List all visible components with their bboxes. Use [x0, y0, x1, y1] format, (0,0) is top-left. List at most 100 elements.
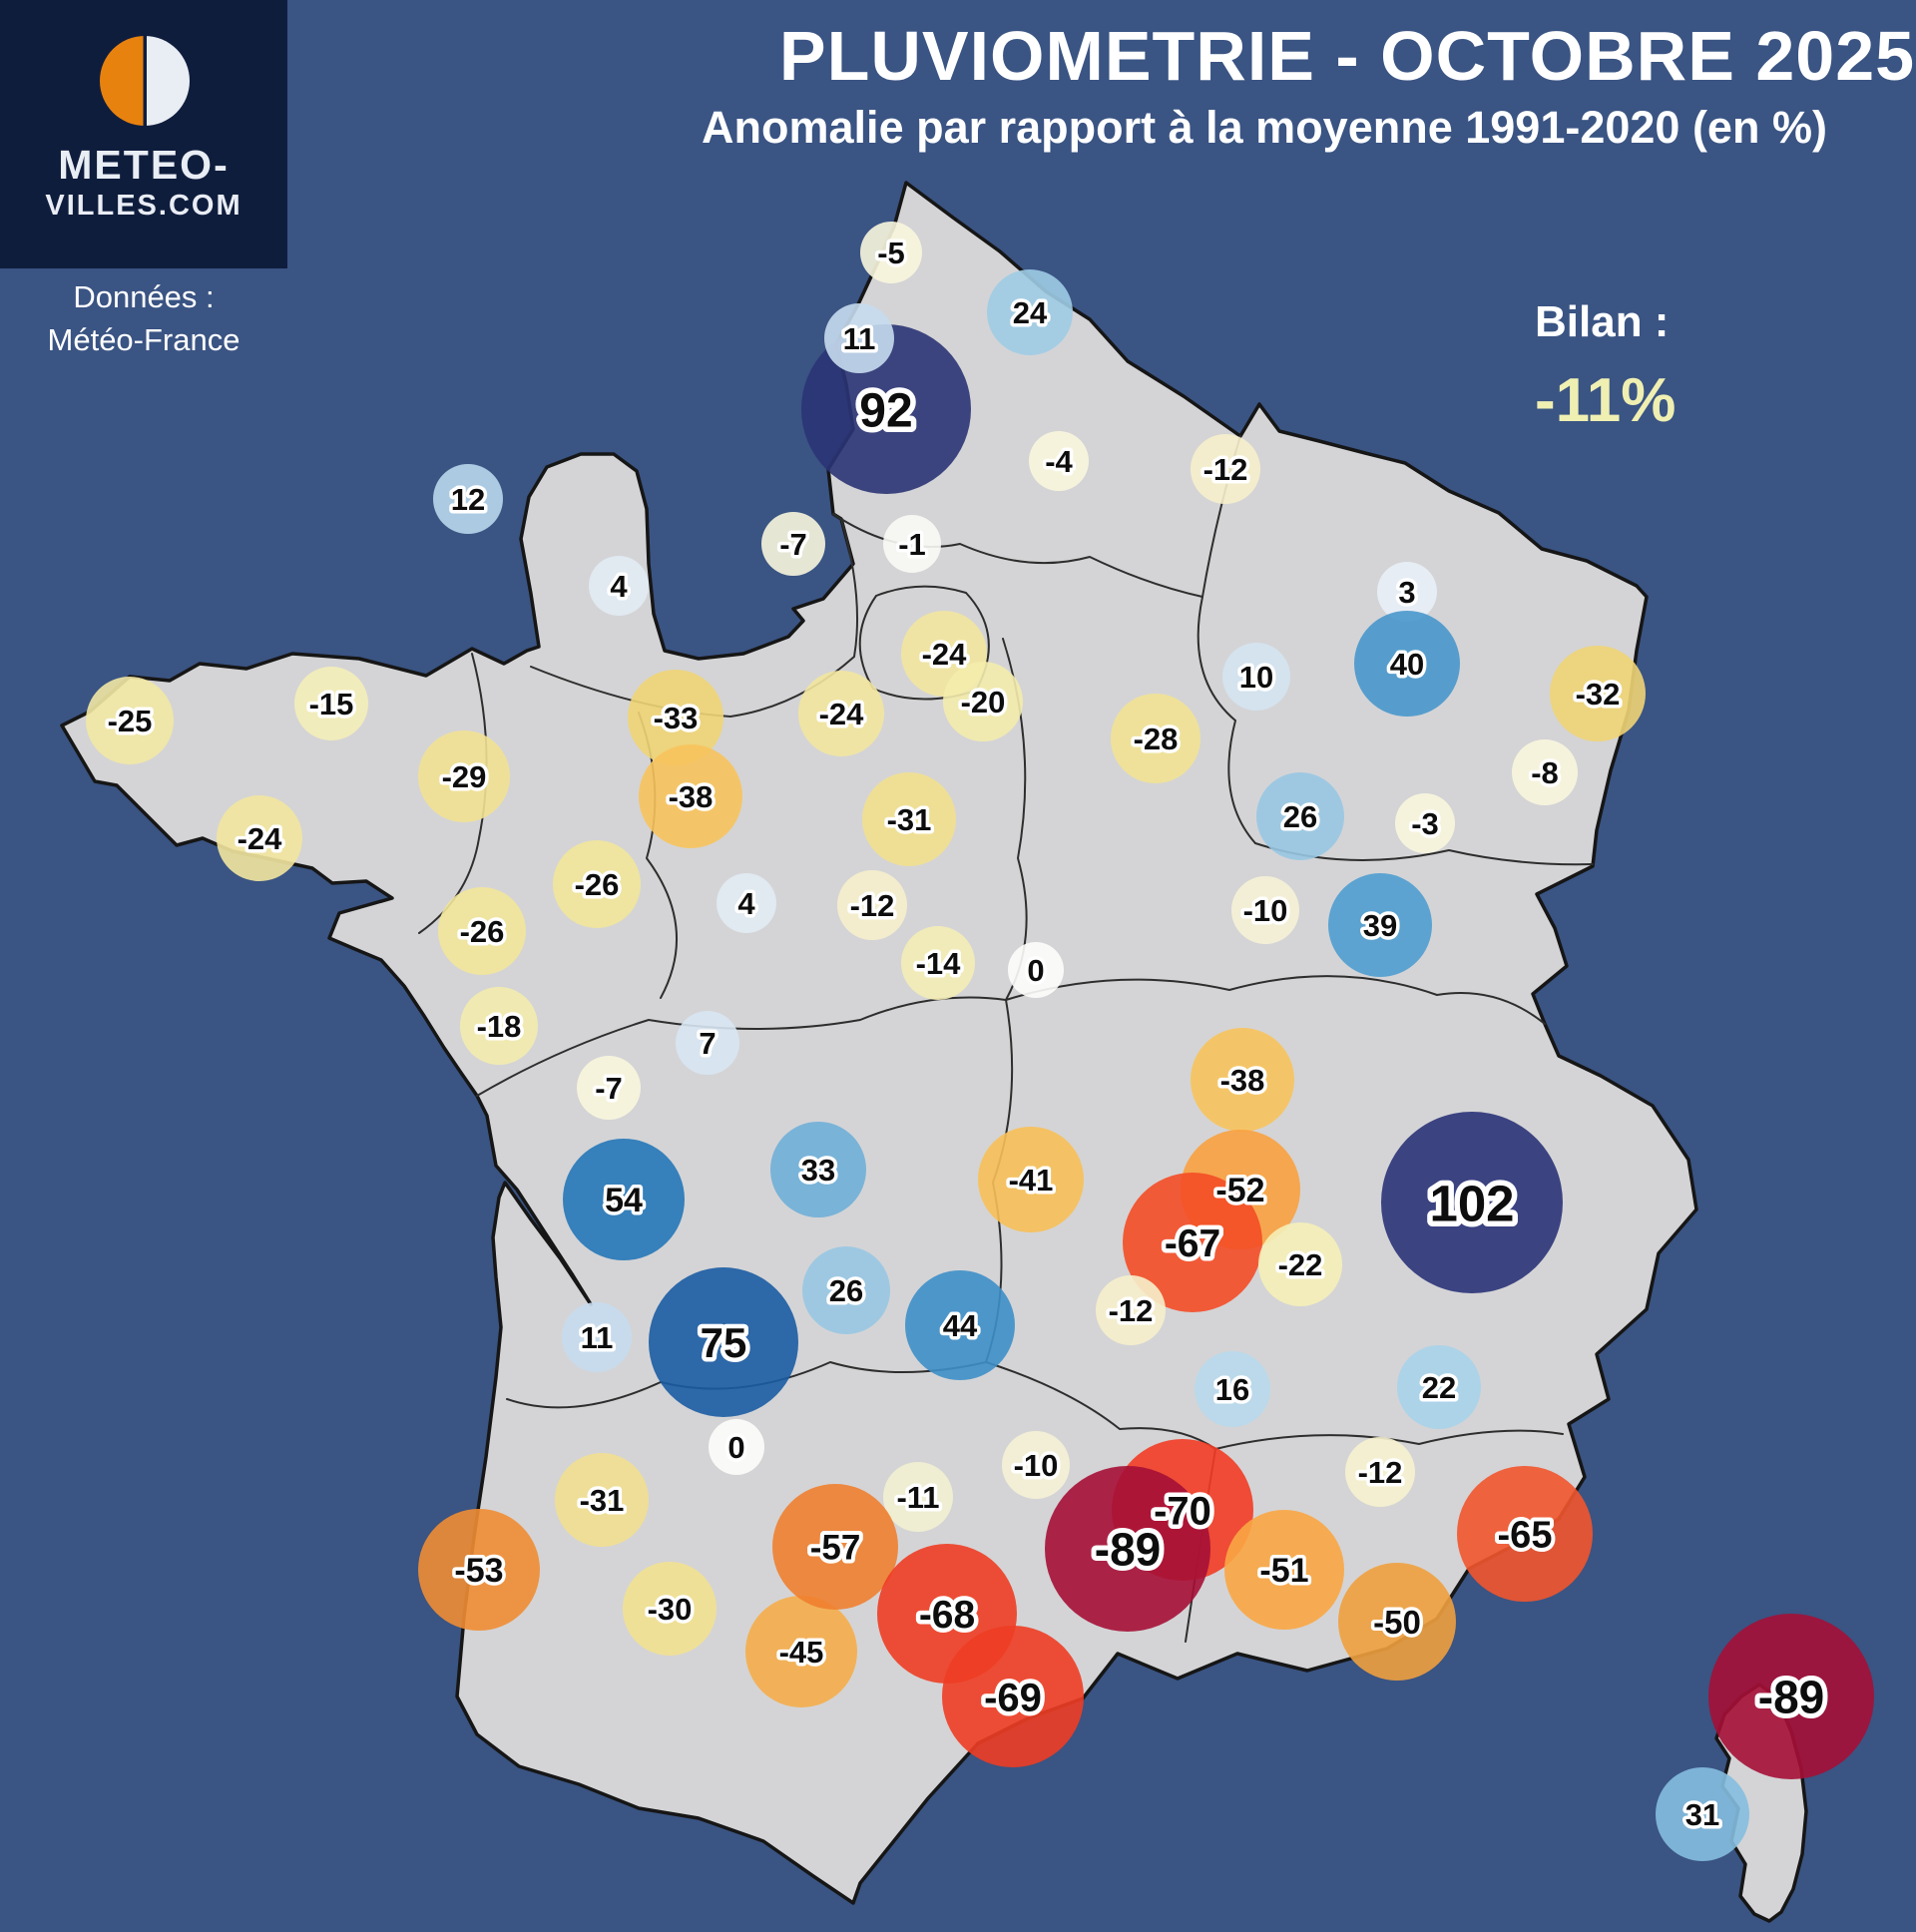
- station-value: -10: [1243, 893, 1288, 928]
- station-value: -7: [595, 1071, 623, 1106]
- logo-brand-line1: METEO-: [58, 142, 230, 188]
- station-value: -12: [1203, 452, 1248, 487]
- station-value: -26: [460, 914, 505, 949]
- station-circle: [883, 1462, 953, 1532]
- station-value: 4: [610, 569, 628, 604]
- station-value: -70: [1154, 1489, 1211, 1533]
- station-value: -89: [1758, 1672, 1824, 1723]
- station-value: 0: [1027, 953, 1044, 988]
- station-circle: [1512, 739, 1578, 805]
- station-value: 31: [1685, 1797, 1719, 1832]
- page-title: PLUVIOMETRIE - OCTOBRE 2025: [778, 17, 1916, 95]
- station-value: -29: [442, 759, 487, 794]
- station-circle: [1231, 876, 1299, 944]
- station-value: -38: [1220, 1063, 1265, 1098]
- station-circle: [1345, 1437, 1415, 1507]
- station-value: -11: [896, 1480, 939, 1515]
- station-circle: [860, 222, 922, 283]
- station-circle: [978, 1127, 1084, 1232]
- station-value: -41: [1009, 1163, 1054, 1198]
- station-circle: [1457, 1466, 1593, 1602]
- station-circle: [901, 926, 975, 1000]
- station-value: -7: [779, 527, 807, 562]
- station-value: 33: [801, 1153, 835, 1188]
- station-circle: [1377, 562, 1437, 622]
- station-circle: [1258, 1222, 1342, 1306]
- station-circle: [1328, 873, 1432, 977]
- station-value: 7: [699, 1026, 716, 1061]
- station-circle: [1002, 1431, 1070, 1499]
- station-value: -33: [654, 701, 699, 735]
- page-subtitle: Anomalie par rapport à la moyenne 1991-2…: [702, 102, 1827, 153]
- station-value: 75: [701, 1319, 747, 1366]
- station-value: 3: [1398, 575, 1415, 610]
- station-value: -15: [309, 687, 354, 722]
- station-circle: [1338, 1563, 1456, 1681]
- station-value: 11: [581, 1320, 614, 1355]
- station-circle: [905, 1270, 1015, 1380]
- station-value: -5: [877, 236, 905, 270]
- station-circles-layer: [86, 222, 1874, 1861]
- station-value: -12: [1109, 1293, 1154, 1328]
- station-circle: [1222, 643, 1290, 711]
- station-value: -4: [1045, 444, 1073, 479]
- station-value: -1: [898, 527, 926, 562]
- station-circle: [1195, 1351, 1270, 1427]
- station-circle: [1008, 942, 1064, 998]
- station-circle: [294, 667, 368, 740]
- station-value: -10: [1014, 1448, 1059, 1483]
- station-value: 4: [737, 886, 755, 921]
- station-circle: [1395, 793, 1455, 853]
- station-circle: [418, 1509, 540, 1631]
- bilan-label: Bilan :: [1535, 297, 1670, 346]
- station-circle: [1045, 1466, 1210, 1632]
- station-value: 24: [1013, 295, 1048, 330]
- station-value: 11: [843, 321, 876, 356]
- station-circle: [563, 1139, 685, 1260]
- station-value: -32: [1576, 677, 1621, 712]
- attribution-line1: Données :: [73, 279, 215, 314]
- station-value: -24: [819, 697, 865, 731]
- station-circle: [418, 730, 510, 822]
- station-circle: [1354, 611, 1460, 717]
- station-circle: [798, 671, 884, 756]
- station-circle: [86, 677, 174, 764]
- station-value: -50: [1373, 1604, 1421, 1641]
- station-value: -3: [1411, 806, 1439, 841]
- station-value: -25: [108, 704, 153, 738]
- station-value: -18: [477, 1009, 522, 1044]
- station-circle: [1191, 1028, 1294, 1132]
- station-value: -38: [669, 779, 714, 814]
- station-circle: [745, 1596, 857, 1707]
- station-value: -12: [850, 888, 895, 923]
- station-circle: [553, 840, 641, 928]
- station-circle: [802, 1246, 890, 1334]
- station-circle: [1381, 1112, 1563, 1293]
- station-circle: [562, 1302, 632, 1372]
- station-circle: [943, 662, 1023, 741]
- station-value: -20: [961, 685, 1006, 720]
- station-value: -51: [1259, 1552, 1308, 1590]
- station-circle: [649, 1267, 798, 1417]
- station-value: 26: [829, 1273, 863, 1308]
- station-circle: [717, 873, 776, 933]
- station-circle: [1191, 434, 1260, 504]
- station-value: -53: [454, 1552, 503, 1590]
- station-value: 26: [1283, 799, 1317, 834]
- station-circle: [1550, 646, 1646, 741]
- station-value: -14: [916, 946, 962, 981]
- logo-box: METEO- VILLES.COM: [0, 0, 287, 268]
- bilan-value: -11%: [1535, 366, 1676, 435]
- station-value: -68: [919, 1594, 975, 1637]
- station-circle: [1111, 694, 1200, 783]
- station-value: 92: [859, 384, 912, 437]
- station-value: 102: [1429, 1175, 1514, 1231]
- station-value: -69: [984, 1676, 1042, 1719]
- station-circle: [987, 269, 1073, 355]
- station-value: 54: [605, 1182, 643, 1219]
- station-circle: [883, 515, 941, 573]
- station-circle: [761, 512, 825, 576]
- station-circle: [555, 1453, 649, 1547]
- station-circle: [676, 1011, 739, 1075]
